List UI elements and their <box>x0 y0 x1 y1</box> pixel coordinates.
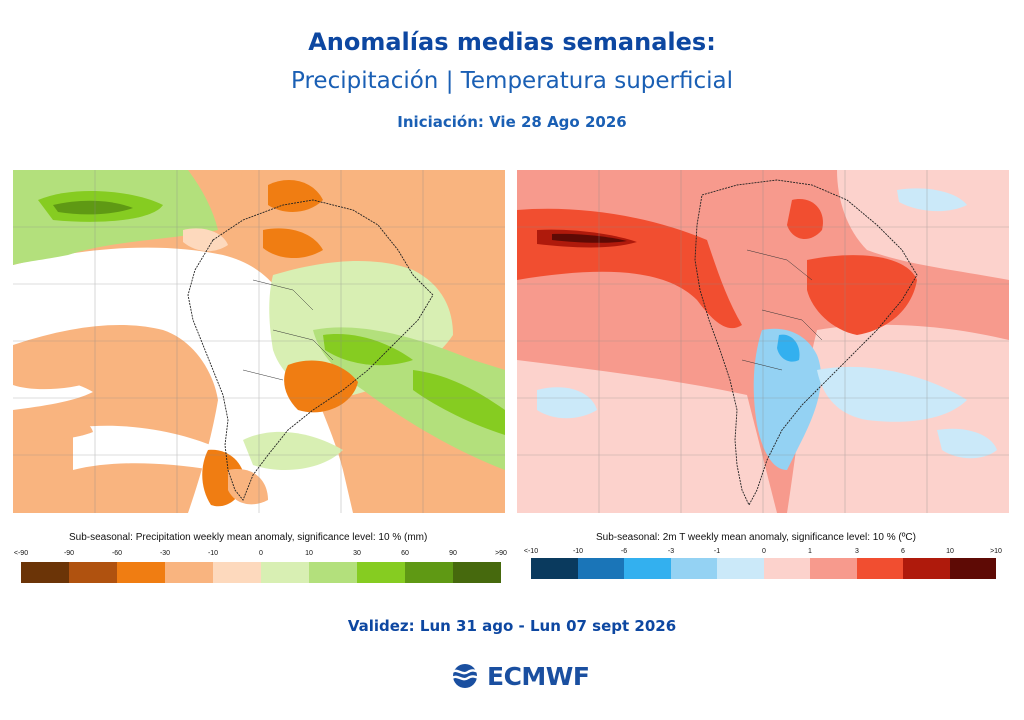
validity-period: Validez: Lun 31 ago - Lun 07 sept 2026 <box>347 617 677 635</box>
temperature-swatch <box>810 558 857 579</box>
legend-tick: >90 <box>495 550 507 557</box>
legend-tick: 90 <box>449 550 457 557</box>
temperature-swatch <box>903 558 950 579</box>
legend-tick: 3 <box>855 548 859 555</box>
precipitation-swatch <box>165 562 213 583</box>
ecmwf-logo-text: ECMWF <box>487 661 590 691</box>
legend-tick: -3 <box>667 548 675 555</box>
precipitation-swatch <box>213 562 261 583</box>
legend-tick: -1 <box>713 548 721 555</box>
initialization-date: Iniciación: Vie 28 Ago 2026 <box>397 113 627 131</box>
precipitation-swatch <box>261 562 309 583</box>
legend-tick: 0 <box>259 550 263 557</box>
legend-tick: 0 <box>762 548 766 555</box>
legend-tick: -10 <box>207 550 219 557</box>
precipitation-swatch <box>21 562 69 583</box>
page-subtitle: Precipitación | Temperatura superficial <box>291 68 733 94</box>
legend-tick: -90 <box>63 550 75 557</box>
precipitation-legend-title: Sub-seasonal: Precipitation weekly mean … <box>69 532 428 543</box>
temperature-swatch <box>531 558 578 579</box>
legend-tick: 60 <box>401 550 409 557</box>
precipitation-swatch <box>69 562 117 583</box>
legend-tick: -30 <box>159 550 171 557</box>
legend-tick: -10 <box>572 548 584 555</box>
precipitation-swatch <box>309 562 357 583</box>
legend-tick: -60 <box>111 550 123 557</box>
temperature-swatch <box>717 558 764 579</box>
legend-tick: 1 <box>808 548 812 555</box>
temperature-anomaly-map <box>517 170 1009 513</box>
legend-tick: 10 <box>305 550 313 557</box>
precipitation-anomaly-map <box>13 170 505 513</box>
temperature-color-scale <box>531 558 996 579</box>
precipitation-color-scale <box>21 562 501 583</box>
temperature-legend-title: Sub-seasonal: 2m T weekly mean anomaly, … <box>596 532 916 543</box>
temperature-swatch <box>670 558 717 579</box>
ecmwf-logo-icon <box>451 664 480 688</box>
temperature-swatch <box>949 558 996 579</box>
precipitation-swatch <box>117 562 165 583</box>
page-title: Anomalías medias semanales: <box>308 28 716 56</box>
legend-tick: <-10 <box>523 548 539 555</box>
precipitation-swatch <box>453 562 501 583</box>
precipitation-swatch <box>405 562 453 583</box>
legend-tick: 30 <box>353 550 361 557</box>
legend-tick: 6 <box>901 548 905 555</box>
temperature-swatch <box>763 558 810 579</box>
temperature-swatch <box>577 558 624 579</box>
legend-tick: >10 <box>990 548 1002 555</box>
temperature-swatch <box>856 558 903 579</box>
legend-tick: -6 <box>620 548 628 555</box>
precipitation-swatch <box>357 562 405 583</box>
legend-tick: <-90 <box>13 550 29 557</box>
temperature-swatch <box>624 558 671 579</box>
ecmwf-logo: ECMWF <box>448 660 590 692</box>
legend-tick: 10 <box>946 548 954 555</box>
